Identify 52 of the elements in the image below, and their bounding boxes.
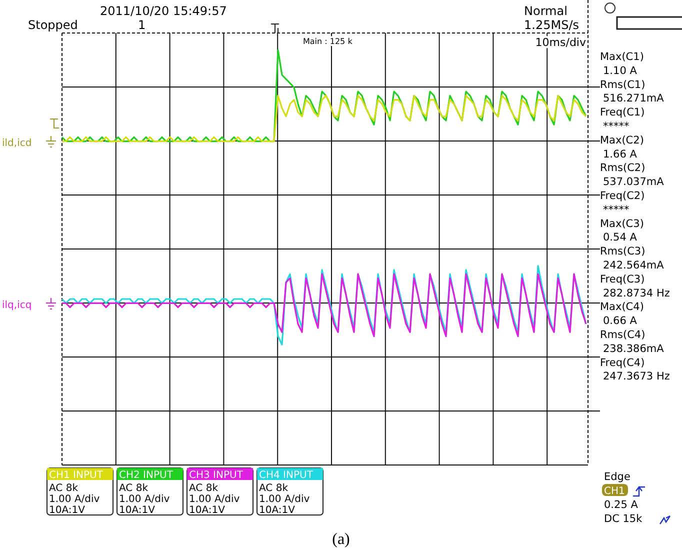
text: 242.564mA xyxy=(603,260,665,272)
text: Rms(C2) xyxy=(600,162,646,174)
text: 247.3673 Hz xyxy=(603,370,670,383)
text: 2011/10/20 15:49:57 xyxy=(100,4,227,18)
text: 1.66 A xyxy=(603,148,638,160)
text: Rms(C4) xyxy=(600,329,646,341)
text: 0.54 A xyxy=(603,232,638,244)
text: Edge xyxy=(604,471,630,483)
text: Max(C4) xyxy=(600,301,644,314)
text: ***** xyxy=(603,204,630,216)
text: CH1 INPUT xyxy=(49,470,104,481)
text: Max(C3) xyxy=(600,218,644,230)
text: 1.10 A xyxy=(603,64,638,77)
text: Max(C1) xyxy=(600,51,644,63)
text: ild,icd xyxy=(2,138,32,149)
text: 10A:1V xyxy=(49,505,86,516)
text: 10A:1V xyxy=(189,505,226,516)
text: Rms(C3) xyxy=(600,246,646,258)
text: 0.66 A xyxy=(603,315,638,328)
text: 516.271mA xyxy=(603,92,665,105)
text: Stopped xyxy=(28,18,78,32)
text: Freq(C3) xyxy=(600,273,645,286)
text: 1.00 A/div xyxy=(119,494,170,505)
text: CH2 INPUT xyxy=(119,470,174,481)
text: 1.00 A/div xyxy=(259,494,310,505)
text: Freq(C2) xyxy=(600,190,645,202)
text: ilq,icq xyxy=(2,300,32,311)
text: AC 8k xyxy=(259,483,288,494)
text: Normal xyxy=(524,4,568,18)
text: AC 8k xyxy=(189,483,218,494)
text: 1.25MS/s xyxy=(524,18,579,32)
text: 282.8734 Hz xyxy=(603,287,670,300)
text: CH3 INPUT xyxy=(189,470,244,481)
text: 1 xyxy=(138,18,146,32)
text: 1.00 A/div xyxy=(189,494,240,505)
text: (a) xyxy=(332,531,350,548)
text: AC 8k xyxy=(119,483,148,494)
text: 0.25 A xyxy=(604,499,639,511)
text: Rms(C1) xyxy=(600,78,646,91)
text: CH1 xyxy=(604,486,625,497)
text: 238.386mA xyxy=(603,342,665,355)
text: Freq(C4) xyxy=(600,356,645,369)
text: 10A:1V xyxy=(119,505,156,516)
text: CH4 INPUT xyxy=(259,470,314,481)
text: ***** xyxy=(603,120,630,132)
text: Freq(C1) xyxy=(600,106,645,119)
text: AC 8k xyxy=(49,483,78,494)
text: 10A:1V xyxy=(259,505,296,516)
text: DC 15k xyxy=(604,513,644,525)
text: 537.037mA xyxy=(603,176,665,188)
text: Max(C2) xyxy=(600,134,644,146)
text: 1.00 A/div xyxy=(49,494,100,505)
